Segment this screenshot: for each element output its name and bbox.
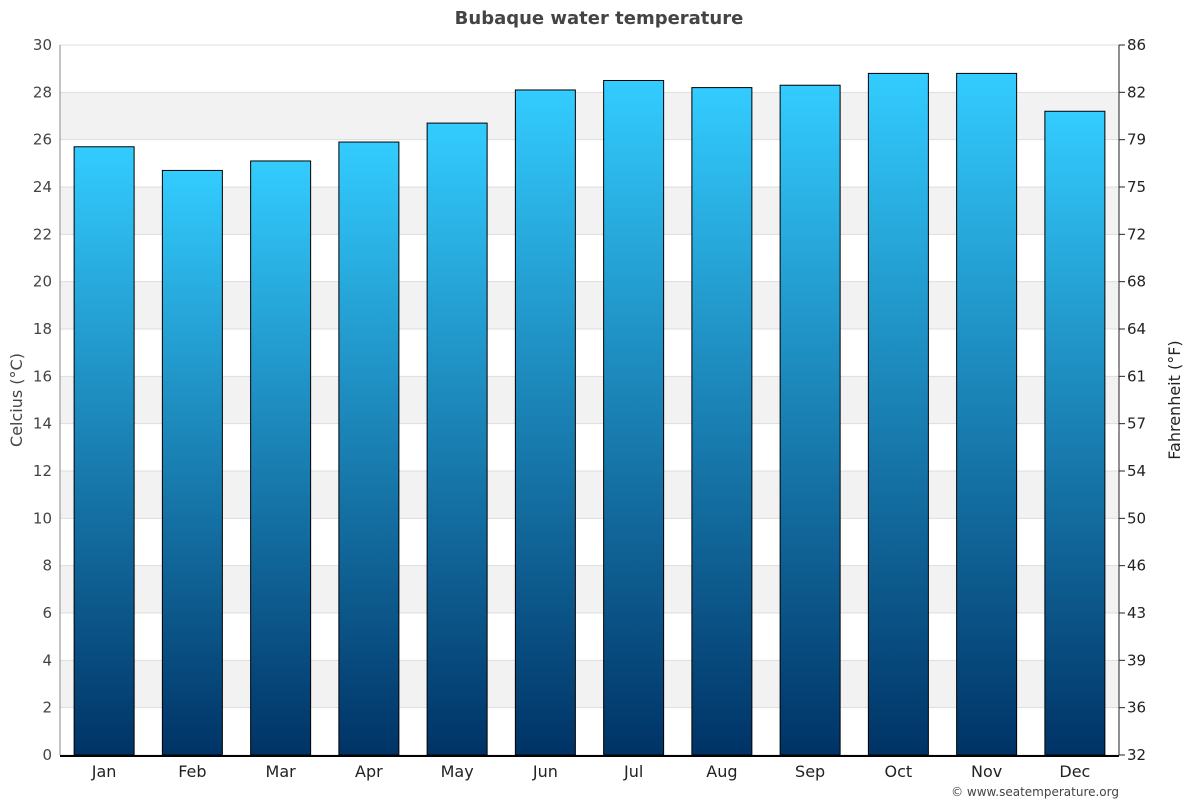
y-tick-label-right: 46: [1127, 557, 1146, 575]
y-tick-label-right: 43: [1127, 604, 1146, 622]
y-tick-label-right: 72: [1127, 225, 1146, 243]
y-tick-label-right: 75: [1127, 178, 1146, 196]
bar-sep: [779, 84, 841, 756]
grid-band: [60, 565, 1119, 613]
grid-band: [60, 660, 1119, 708]
x-tick-label: Aug: [706, 762, 737, 781]
y-axis-label-right: Fahrenheit (°F): [1165, 340, 1184, 459]
y-tick-label-left: 14: [33, 415, 52, 433]
x-tick-label: Sep: [795, 762, 825, 781]
y-tick-label-left: 22: [33, 225, 52, 243]
y-tick-label-left: 20: [33, 273, 52, 291]
bar-may: [426, 122, 488, 756]
y-tick-label-right: 54: [1127, 462, 1146, 480]
grid-band: [60, 187, 1119, 235]
footer-credit: © www.seatemperature.org: [951, 785, 1119, 799]
y-axis-label-left: Celcius (°C): [7, 353, 26, 447]
y-tick-label-left: 12: [33, 462, 52, 480]
y-tick-label-left: 6: [42, 604, 52, 622]
bar-nov: [956, 72, 1018, 756]
y-tick-label-right: 64: [1127, 320, 1146, 338]
chart-title: Bubaque water temperature: [455, 8, 744, 29]
y-tick-label-left: 18: [33, 320, 52, 338]
y-tick-label-right: 61: [1127, 367, 1146, 385]
bar-oct: [867, 72, 929, 756]
bar-dec: [1044, 110, 1106, 756]
bar-jan: [73, 146, 135, 756]
y-tick-label-left: 16: [33, 367, 52, 385]
y-tick-label-right: 82: [1127, 83, 1146, 101]
y-tick-label-left: 8: [42, 557, 52, 575]
y-tick-label-left: 24: [33, 178, 52, 196]
y-tick-label-left: 0: [42, 746, 52, 764]
bar-jul: [603, 80, 665, 756]
x-tick-label: Jun: [532, 762, 558, 781]
y-tick-label-right: 79: [1127, 131, 1146, 149]
y-tick-label-right: 36: [1127, 699, 1146, 717]
y-tick-label-right: 68: [1127, 273, 1146, 291]
bar-jun: [514, 89, 576, 756]
y-tick-label-left: 2: [42, 699, 52, 717]
grid-band: [60, 471, 1119, 519]
x-tick-label: Jan: [91, 762, 117, 781]
y-tick-label-left: 30: [33, 36, 52, 54]
y-tick-label-right: 57: [1127, 415, 1146, 433]
x-tick-label: Feb: [178, 762, 206, 781]
y-tick-label-left: 10: [33, 509, 52, 527]
x-tick-label: Apr: [355, 762, 383, 781]
x-tick-label: May: [441, 762, 474, 781]
y-tick-label-left: 26: [33, 131, 52, 149]
bar-mar: [250, 160, 312, 756]
y-tick-label-right: 39: [1127, 651, 1146, 669]
x-tick-label: Mar: [266, 762, 297, 781]
x-tick-label: Nov: [971, 762, 1002, 781]
x-tick-label: Jul: [623, 762, 643, 781]
grid-band: [60, 92, 1119, 140]
grid-band: [60, 281, 1119, 329]
y-tick-label-right: 50: [1127, 509, 1146, 527]
y-tick-label-right: 86: [1127, 36, 1146, 54]
bar-feb: [161, 169, 223, 756]
bar-aug: [691, 87, 753, 756]
x-tick-label: Oct: [885, 762, 913, 781]
y-tick-label-left: 4: [42, 651, 52, 669]
bar-apr: [338, 141, 400, 756]
y-tick-label-right: 32: [1127, 746, 1146, 764]
grid-band: [60, 376, 1119, 424]
y-tick-label-left: 28: [33, 83, 52, 101]
x-tick-label: Dec: [1059, 762, 1090, 781]
